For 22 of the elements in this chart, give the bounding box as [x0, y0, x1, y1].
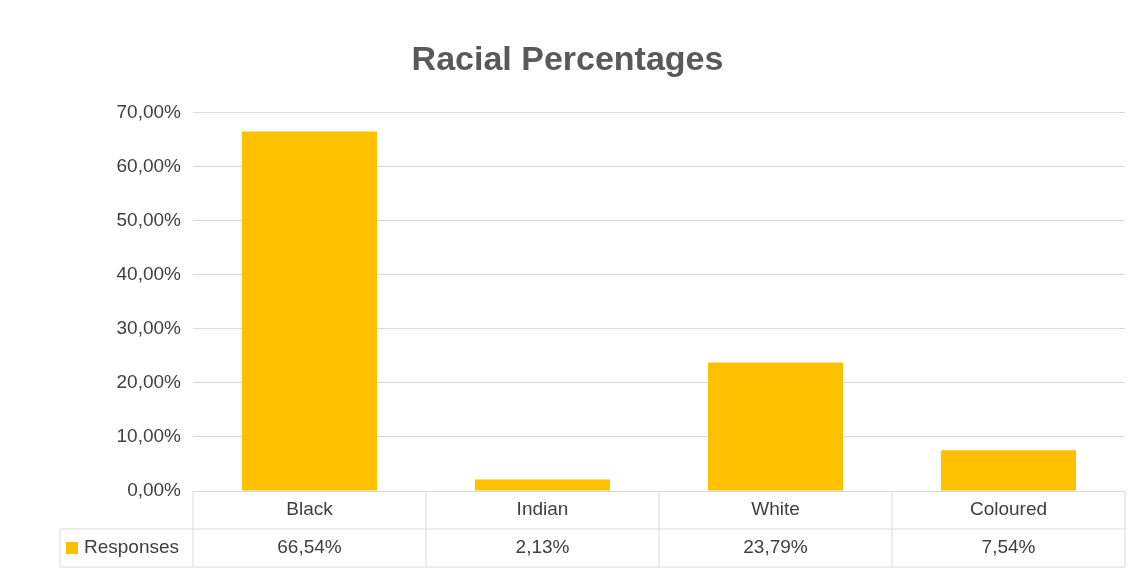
y-tick-label: 50,00% [116, 209, 182, 231]
y-tick-label: 10,00% [116, 425, 182, 447]
y-tick-label: 20,00% [116, 371, 182, 393]
y-tick-label: 70,00% [116, 101, 182, 123]
x-tick-label: Coloured [969, 498, 1048, 520]
legend-label: Responses [84, 536, 180, 558]
data-label: 66,54% [277, 536, 342, 558]
chart-title: Racial Percentages [411, 38, 724, 77]
y-tick-label: 60,00% [116, 155, 182, 177]
data-label: 7,54% [981, 536, 1036, 558]
bar [474, 479, 611, 491]
data-label: 23,79% [743, 536, 808, 558]
x-tick-label: White [751, 498, 800, 520]
y-tick-label: 0,00% [127, 479, 182, 501]
bar [241, 131, 378, 491]
bar [707, 362, 844, 491]
x-tick-label: Black [286, 498, 334, 520]
x-tick-label: Indian [516, 498, 569, 520]
y-tick-label: 40,00% [116, 263, 182, 285]
bar [940, 450, 1077, 491]
y-tick-label: 30,00% [116, 317, 182, 339]
data-label: 2,13% [515, 536, 570, 558]
